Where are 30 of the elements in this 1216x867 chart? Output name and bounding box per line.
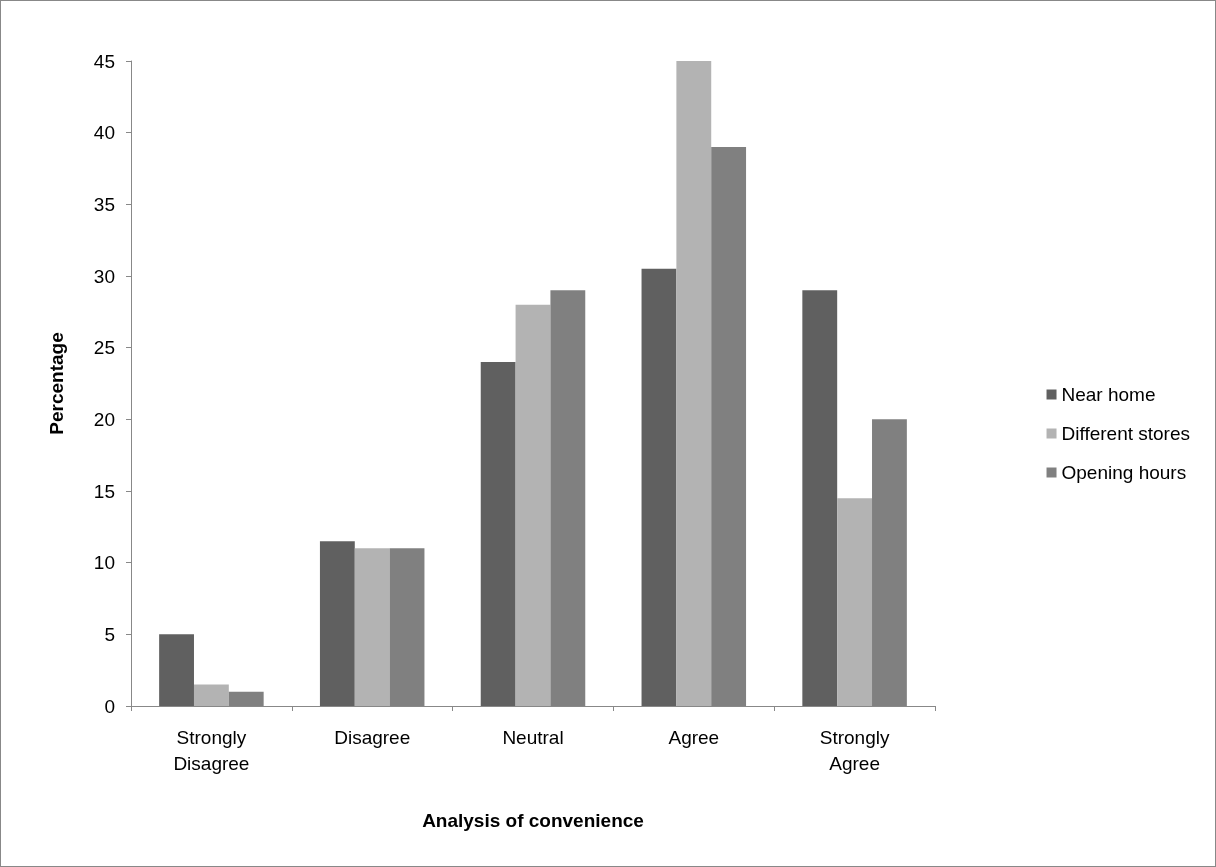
x-tick-label: Disagree: [334, 726, 411, 748]
bar: [802, 290, 838, 706]
bar: [319, 541, 355, 706]
y-tick-label: 20: [93, 408, 115, 430]
bar: [837, 498, 873, 706]
bar: [641, 268, 677, 706]
y-axis-title: Percentage: [46, 332, 67, 435]
y-tick-label: 15: [93, 480, 115, 502]
x-tick-label: Neutral: [502, 726, 564, 748]
bar: [159, 634, 194, 706]
legend-label: Near home: [1061, 384, 1156, 405]
bar: [515, 304, 551, 706]
y-tick-label: 25: [93, 337, 115, 359]
x-tick-label: Agree: [668, 726, 720, 748]
bar: [676, 61, 712, 706]
y-tick-label: 5: [104, 623, 115, 645]
y-tick-label: 40: [93, 122, 115, 144]
x-axis-title: Analysis of convenience: [422, 810, 644, 831]
x-tick-label: Strongly Disagree: [173, 726, 250, 774]
bar: [480, 362, 516, 706]
y-tick-label: 10: [93, 552, 115, 574]
bar: [354, 548, 390, 706]
y-tick-label: 35: [93, 193, 115, 215]
y-tick-label: 0: [104, 695, 115, 717]
bar: [193, 684, 229, 706]
y-tick-label: 45: [93, 50, 115, 72]
y-tick-label: 30: [93, 265, 115, 287]
x-tick-label: Strongly Agree: [819, 726, 890, 774]
legend-label: Different stores: [1061, 423, 1190, 444]
legend-label: Opening hours: [1061, 462, 1187, 483]
